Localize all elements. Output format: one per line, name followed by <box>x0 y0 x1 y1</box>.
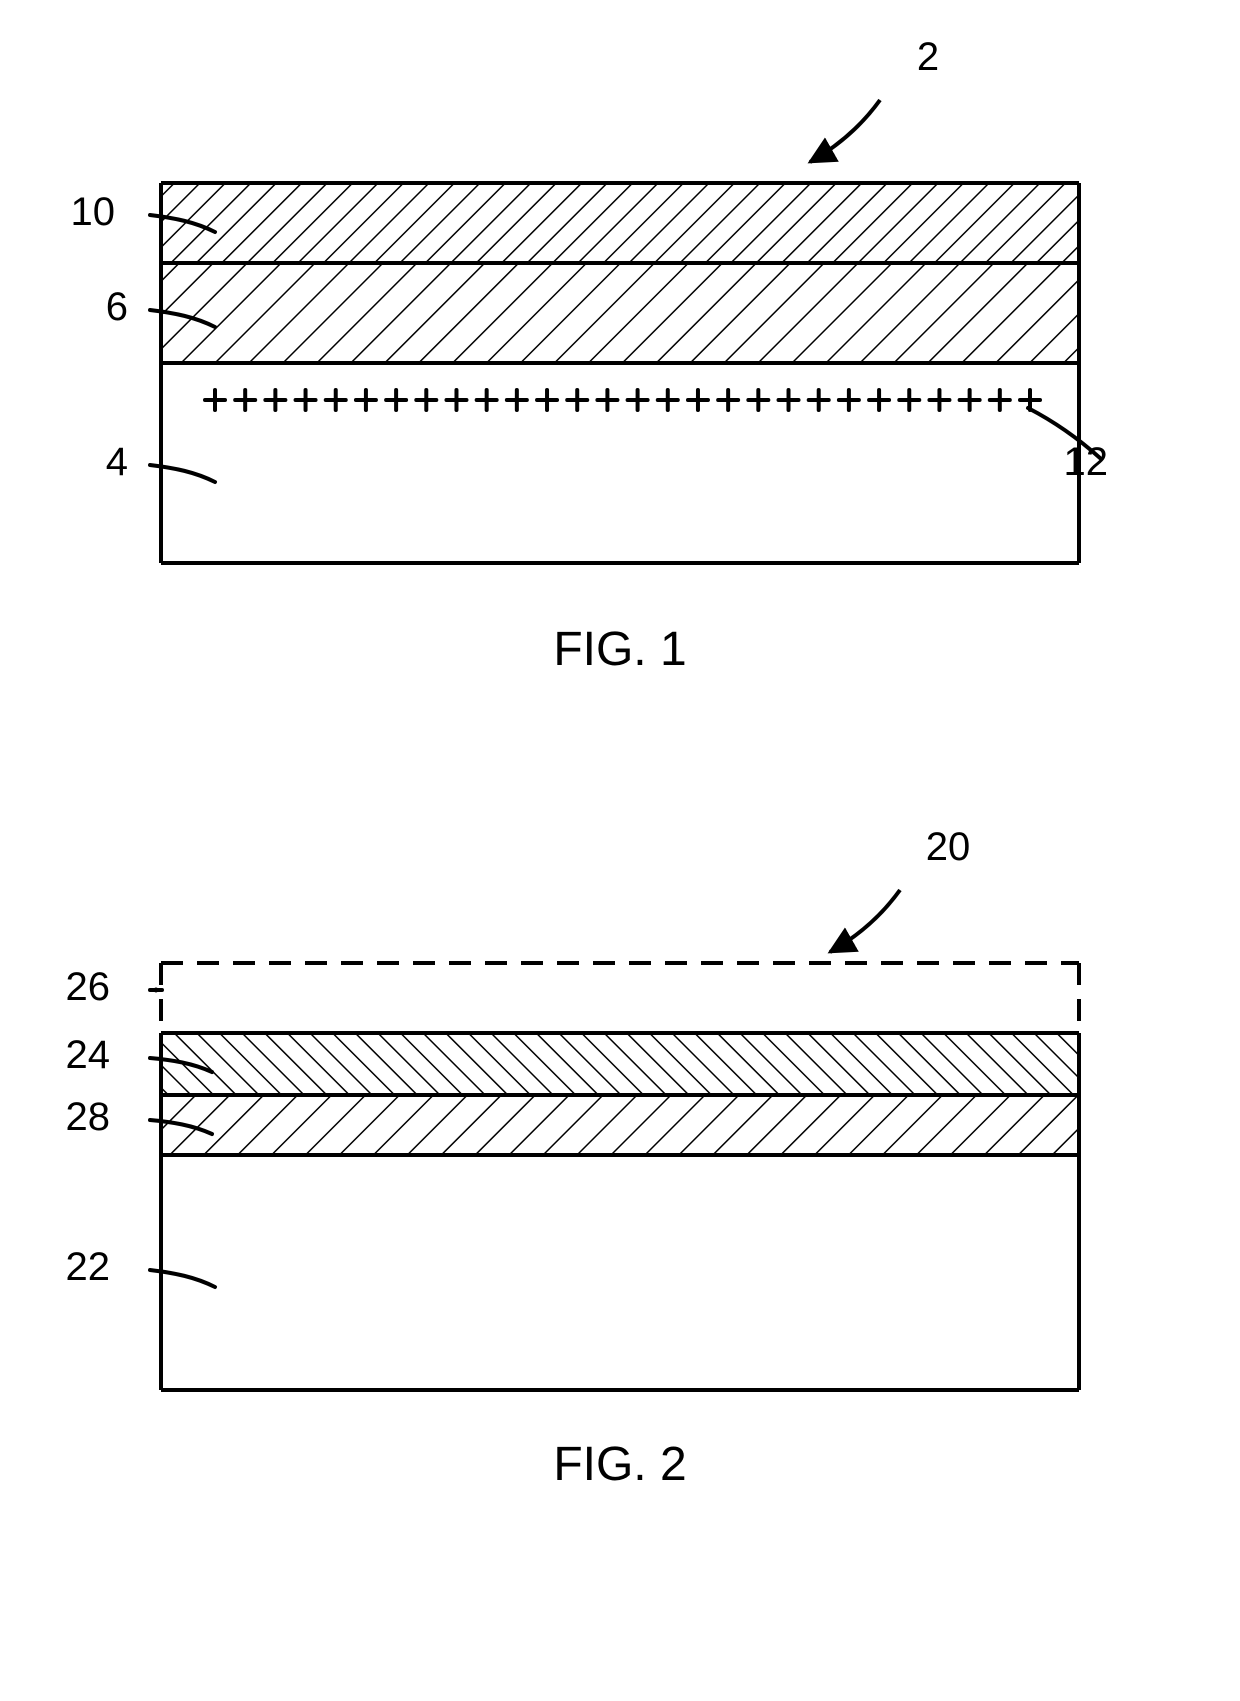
ref-12: 12 <box>1064 440 1109 484</box>
layer-10 <box>161 183 1079 263</box>
svg-text:20: 20 <box>926 825 971 869</box>
reference-arrow <box>810 100 880 162</box>
ref-24: 24 <box>66 1033 111 1077</box>
layer-28 <box>161 1095 1079 1155</box>
layer-6 <box>161 263 1079 363</box>
layer-26 <box>161 963 1079 1033</box>
layer-24 <box>161 1033 1079 1095</box>
ref-4: 4 <box>106 440 128 484</box>
ref-10: 10 <box>71 190 116 234</box>
ref-6: 6 <box>106 285 128 329</box>
ref-26: 26 <box>66 965 111 1009</box>
figure-caption: FIG. 2 <box>553 1438 686 1491</box>
layer-22 <box>161 1155 1079 1390</box>
figure-caption: FIG. 1 <box>553 623 686 676</box>
figure-2 <box>154 963 1080 1390</box>
ref-22: 22 <box>66 1245 111 1289</box>
ref-28: 28 <box>66 1095 111 1139</box>
reference-arrow <box>830 890 900 952</box>
figure-1 <box>161 183 1079 563</box>
svg-text:2: 2 <box>917 35 939 79</box>
